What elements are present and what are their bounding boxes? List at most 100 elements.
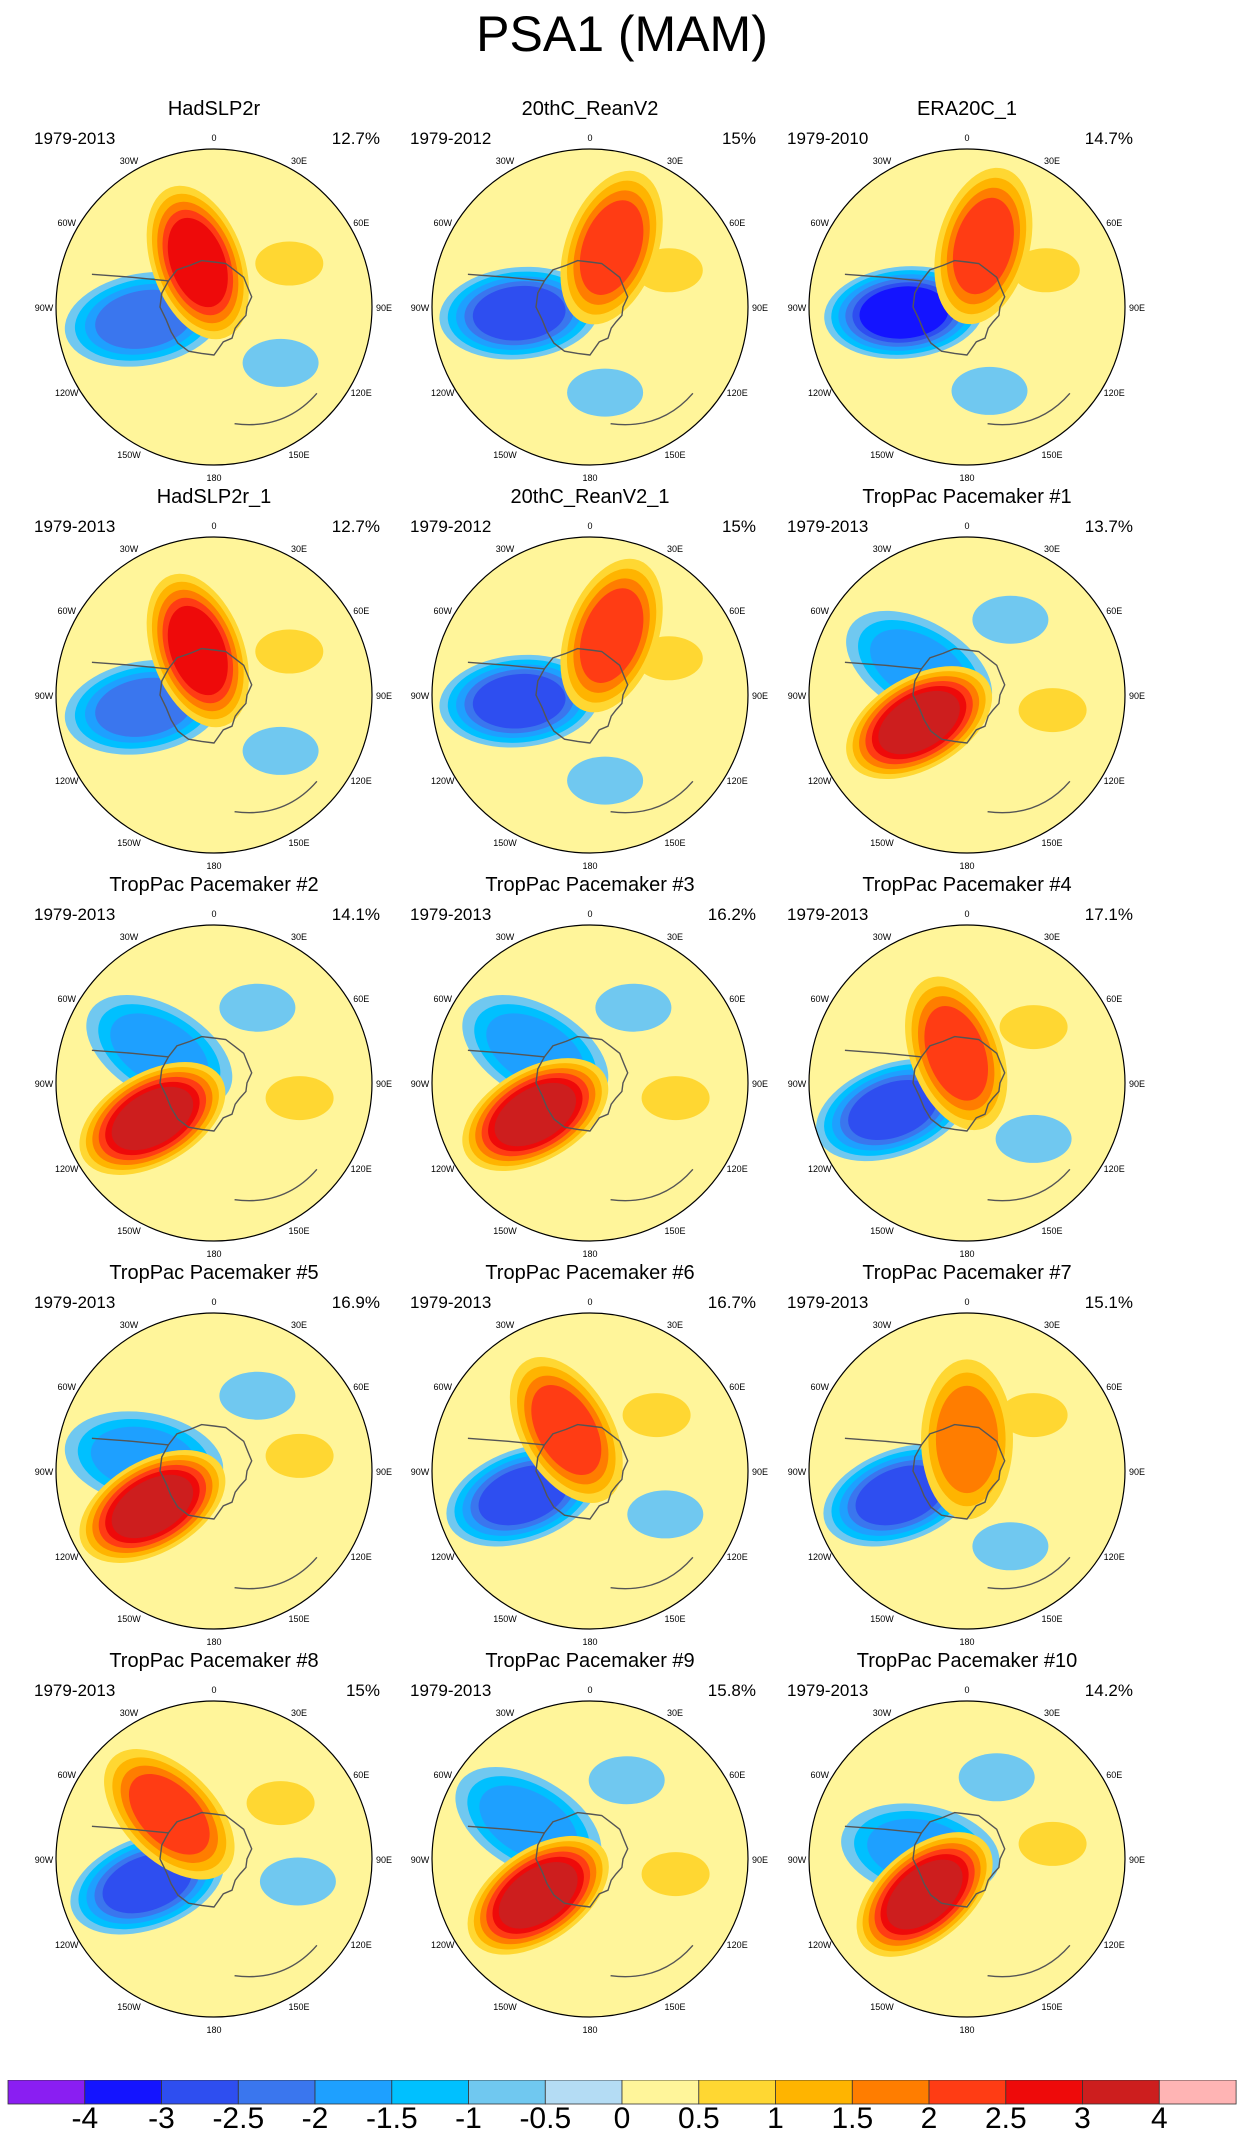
longitude-label: 150W	[117, 450, 141, 460]
map-panel: TropPac Pacemaker #2 1979-2013 14.1% 0 30E 60…	[14, 873, 414, 1259]
map-border	[431, 924, 749, 1242]
longitude-label: 150E	[1041, 2002, 1062, 2012]
longitude-label: 0	[964, 521, 969, 531]
high-contour	[924, 1005, 989, 1101]
map-border	[55, 1700, 373, 2018]
high-contour	[641, 1076, 710, 1121]
longitude-label: 180	[206, 1637, 221, 1647]
panel-title: HadSLP2r_1	[156, 486, 272, 508]
longitude-label: 150E	[664, 2002, 685, 2012]
longitude-label: 60W	[434, 606, 453, 616]
coastline-icon	[91, 661, 169, 670]
coastline-icon	[159, 1811, 253, 1908]
longitude-label: 120W	[431, 388, 455, 398]
longitude-label: 150E	[288, 1226, 309, 1236]
longitude-label: 90E	[1129, 303, 1145, 313]
longitude-label: 150E	[664, 1226, 685, 1236]
polar-map: 0 30E 60E 90E 120E 150E 180 150W 120W 90W 60W 30W	[411, 1297, 768, 1647]
colorbar-bin	[7, 2080, 86, 2105]
longitude-label: 120E	[727, 1552, 748, 1562]
coastline-icon	[912, 647, 1006, 744]
coastline-icon	[535, 259, 629, 356]
longitude-label: 180	[582, 2025, 597, 2035]
longitude-label: 120W	[808, 388, 832, 398]
high-contour	[935, 1385, 999, 1494]
longitude-label: 30E	[291, 1320, 307, 1330]
panel-variance-percent: 17.1%	[1084, 905, 1133, 924]
longitude-label: 60W	[434, 994, 453, 1004]
longitude-label: 150E	[664, 450, 685, 460]
colorbar-tick-label: -1.5	[366, 2102, 418, 2131]
panel-variance-percent: 12.7%	[331, 129, 380, 148]
longitude-label: 0	[211, 1685, 216, 1695]
longitude-label: 120W	[55, 1552, 79, 1562]
polar-map: 0 30E 60E 90E 120E 150E 180 150W 120W 90W 60W 30W	[788, 521, 1145, 871]
colorbar-bin	[468, 2080, 546, 2105]
map-border	[55, 924, 373, 1242]
high-contour	[999, 1393, 1068, 1438]
map-panel: HadSLP2r_1 1979-2013 12.7% 0 30E 60E 90E 120E 15…	[14, 485, 414, 871]
panel-years: 1979-2013	[787, 1681, 869, 1700]
coastline-icon	[844, 1825, 922, 1834]
longitude-label: 90E	[752, 1855, 768, 1865]
colorbar-bin	[544, 2080, 623, 2105]
longitude-label: 120W	[431, 1552, 455, 1562]
polar-map: 0 30E 60E 90E 120E 150E 180 150W 120W 90W 60W 30W	[35, 1685, 392, 2035]
panel-title: ERA20C_1	[916, 98, 1018, 120]
longitude-label: 90W	[35, 1467, 54, 1477]
panel-variance-percent: 13.7%	[1084, 517, 1133, 536]
polar-map: 0 30E 60E 90E 120E 150E 180 150W 120W 90W 60W 30W	[35, 1297, 392, 1647]
panel-years: 1979-2013	[787, 1293, 869, 1312]
coastline-icon	[467, 661, 545, 670]
colorbar-tick-label: 2.5	[985, 2102, 1027, 2131]
longitude-label: 90E	[376, 1855, 392, 1865]
longitude-label: 90E	[752, 1467, 768, 1477]
longitude-label: 90E	[376, 1079, 392, 1089]
coastline-icon	[91, 1825, 169, 1834]
coastline-icon	[535, 1035, 629, 1132]
low-contour	[567, 756, 644, 805]
low-contour	[219, 1371, 296, 1420]
longitude-label: 60E	[1106, 218, 1122, 228]
longitude-label: 120E	[727, 776, 748, 786]
high-contour	[1011, 248, 1080, 293]
longitude-label: 90W	[788, 303, 807, 313]
map-border	[808, 536, 1126, 854]
longitude-label: 90E	[1129, 1467, 1145, 1477]
coastline-icon	[987, 1556, 1071, 1590]
contour-field	[432, 1313, 748, 1629]
longitude-label: 60W	[58, 1770, 77, 1780]
longitude-label: 60W	[58, 606, 77, 616]
panel-years: 1979-2013	[34, 1293, 116, 1312]
colorbar-bin	[1082, 2080, 1160, 2105]
coastline-icon	[159, 647, 253, 744]
colorbar-tick-label: 2	[921, 2102, 938, 2131]
longitude-label: 30W	[496, 1708, 515, 1718]
colorbar-bin	[161, 2080, 239, 2105]
longitude-label: 120E	[351, 1164, 372, 1174]
coastline-icon	[91, 1049, 169, 1058]
panel-years: 1979-2012	[410, 129, 492, 148]
high-contour	[622, 1393, 691, 1438]
high-contour	[886, 1859, 963, 1930]
longitude-label: 60W	[434, 1770, 453, 1780]
longitude-label: 0	[211, 1297, 216, 1307]
longitude-label: 0	[587, 1297, 592, 1307]
longitude-label: 150E	[664, 1614, 685, 1624]
colorbar-bin	[851, 2080, 930, 2105]
panel-variance-percent: 15.1%	[1084, 1293, 1133, 1312]
high-contour	[255, 241, 324, 286]
map-border	[431, 148, 749, 466]
longitude-label: 60W	[434, 218, 453, 228]
longitude-label: 30W	[120, 932, 139, 942]
map-panel: TropPac Pacemaker #3 1979-2013 16.2% 0 30E 60…	[390, 873, 790, 1259]
coastline-icon	[91, 1437, 169, 1446]
longitude-label: 120E	[1104, 1552, 1125, 1562]
longitude-label: 150E	[288, 838, 309, 848]
panel-variance-percent: 14.2%	[1084, 1681, 1133, 1700]
map-border	[808, 1312, 1126, 1630]
longitude-label: 90E	[752, 1079, 768, 1089]
panel-variance-percent: 15.8%	[707, 1681, 756, 1700]
map-border	[808, 148, 1126, 466]
longitude-label: 150W	[117, 1226, 141, 1236]
